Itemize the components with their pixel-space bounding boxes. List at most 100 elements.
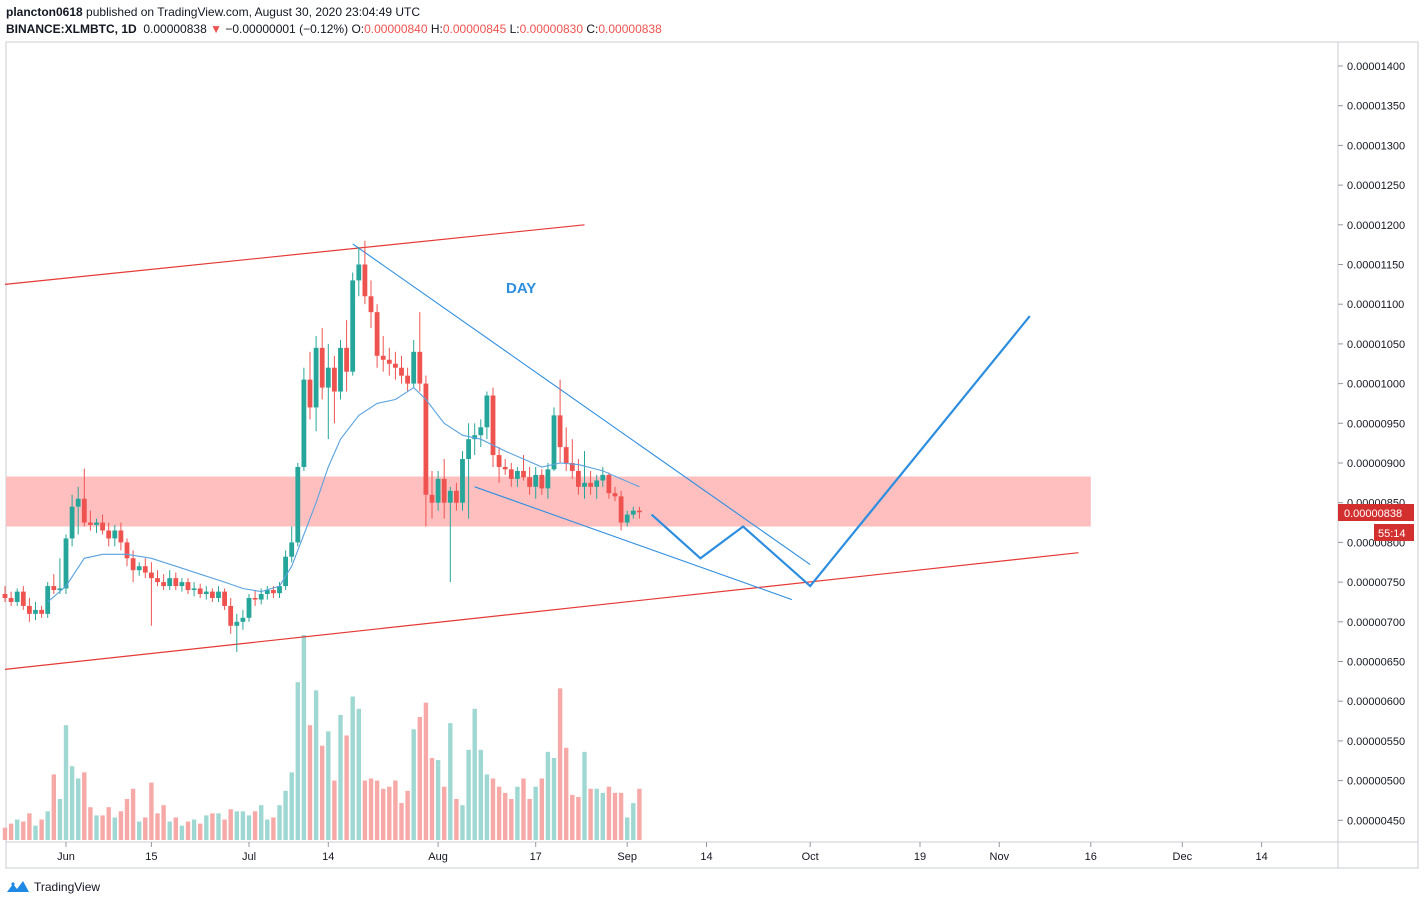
candle	[460, 451, 465, 511]
candle-body	[588, 482, 593, 487]
time-tick-label: Jun	[57, 851, 75, 863]
candle-body	[252, 597, 258, 600]
candle	[490, 387, 496, 467]
candle	[191, 582, 197, 597]
candle-body	[344, 347, 349, 372]
candle	[325, 343, 331, 440]
candle-body	[618, 496, 624, 523]
candle	[356, 247, 362, 297]
price-tick-label: 0.00000550	[1347, 736, 1405, 748]
volume-bar	[637, 788, 642, 840]
candle-body	[569, 463, 575, 471]
chart-frame	[5, 41, 1419, 869]
candle	[618, 490, 624, 531]
volume-bar	[484, 774, 490, 840]
candle-body	[399, 367, 404, 376]
candle-body	[179, 582, 185, 587]
price-tick-label: 0.00001350	[1347, 101, 1405, 113]
candle-body	[594, 480, 600, 487]
close-value: 0.00000838	[598, 22, 662, 36]
time-tick-label: Jul	[242, 851, 256, 863]
time-tick-label: 15	[145, 851, 157, 863]
candle	[411, 339, 417, 388]
candle	[51, 574, 57, 595]
volume-bar	[185, 821, 191, 840]
candle	[466, 423, 471, 519]
candle-body	[246, 597, 252, 618]
volume-bar	[88, 807, 93, 840]
volume-bar	[576, 796, 581, 840]
candle-body	[142, 566, 148, 573]
candle	[423, 375, 429, 527]
candle	[594, 474, 600, 499]
candle	[63, 534, 69, 595]
volume-bar	[606, 786, 612, 840]
candle-body	[527, 477, 532, 487]
candle	[368, 280, 374, 329]
volume-bar	[478, 749, 483, 840]
price-tick-label: 0.00001050	[1347, 339, 1405, 351]
volume-bar	[240, 811, 246, 840]
candle-body	[20, 591, 26, 606]
volume-bar	[472, 708, 477, 840]
candle-body	[88, 522, 93, 525]
volume-bar	[167, 821, 172, 840]
candle-body	[100, 522, 105, 531]
price-axis[interactable]: 0.00001400 0.00001350 0.00001300 0.00001250…	[1338, 61, 1405, 827]
candle-body	[2, 594, 8, 598]
author-name[interactable]: plancton0618	[6, 5, 83, 19]
volume-bar	[545, 751, 551, 840]
volume-bar	[216, 813, 221, 840]
candle	[106, 522, 112, 547]
volume-bar	[8, 823, 14, 840]
volume-bar	[399, 803, 404, 840]
candle	[441, 459, 447, 519]
price-chart[interactable]: 0.00001400 0.00001350 0.00001300 0.00001250…	[0, 0, 1424, 877]
volume-bar	[307, 725, 313, 840]
footer-brand-label: TradingView	[34, 880, 101, 894]
candle	[307, 351, 313, 420]
candle-body	[33, 609, 38, 614]
volume-bar	[356, 708, 361, 840]
volume-bar	[57, 799, 63, 840]
candle	[344, 320, 349, 392]
candle-body	[441, 478, 447, 503]
candle-body	[197, 588, 203, 595]
candle	[435, 470, 441, 511]
candle-body	[478, 427, 484, 436]
time-tick-label: 17	[530, 851, 542, 863]
price-tick-label: 0.00001000	[1347, 379, 1405, 391]
volume-bar	[435, 760, 441, 840]
volume-bar	[350, 696, 355, 840]
volume-bar	[295, 682, 300, 840]
candle	[277, 582, 282, 598]
candle	[33, 601, 38, 621]
candle	[563, 427, 569, 471]
candle	[374, 304, 380, 368]
volume-bar	[521, 778, 526, 840]
volume-bar	[411, 729, 416, 840]
volume-bar	[612, 792, 618, 840]
volume-bar	[551, 758, 557, 840]
candle	[179, 578, 185, 592]
time-axis[interactable]: Jun 15 Jul 14 Aug 17 Sep 14 Oct 19 Nov 16 Dec 14	[57, 842, 1268, 863]
candle-body	[216, 591, 221, 598]
candle	[350, 272, 356, 376]
volume-bar	[442, 786, 447, 840]
candle-body	[14, 591, 20, 602]
candle-body	[271, 590, 276, 594]
candle	[167, 570, 173, 591]
candle-body	[94, 522, 99, 525]
candle-body	[283, 556, 288, 587]
trendline-layer[interactable]	[4, 224, 1079, 670]
candle	[27, 597, 32, 622]
volume-bar	[466, 749, 471, 840]
candle	[246, 594, 252, 622]
volume-bar	[503, 792, 508, 840]
volume-bar	[234, 811, 239, 840]
volume-bar	[625, 817, 630, 840]
candle	[222, 588, 227, 610]
candle	[606, 472, 612, 499]
candle-body	[289, 542, 295, 557]
footer-brand[interactable]: TradingView	[6, 880, 100, 894]
